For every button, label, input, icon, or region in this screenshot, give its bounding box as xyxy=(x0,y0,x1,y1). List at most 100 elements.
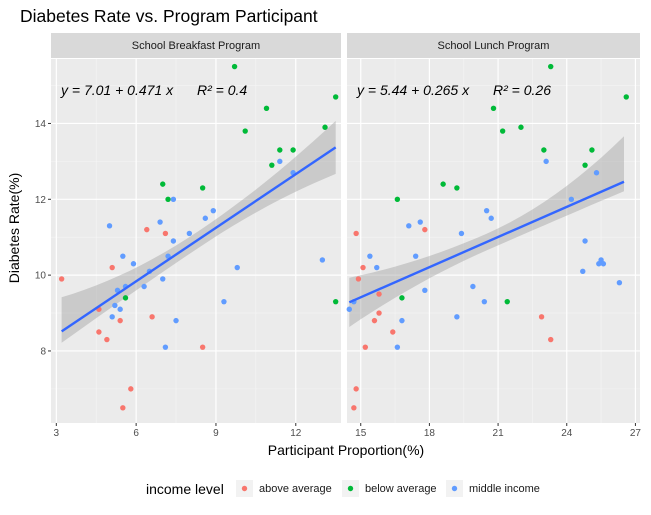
y-tick-label: 10 xyxy=(35,271,47,282)
point-below xyxy=(165,196,171,202)
point-above xyxy=(104,336,110,343)
point-middle xyxy=(406,223,412,229)
point-above xyxy=(58,276,65,282)
point-middle xyxy=(481,298,488,305)
point-middle xyxy=(202,215,209,221)
point-middle xyxy=(422,287,428,293)
legend-marker-middle xyxy=(451,485,458,492)
point-below xyxy=(263,105,270,111)
point-middle xyxy=(470,283,476,290)
point-middle xyxy=(165,253,171,259)
facet-strip xyxy=(347,33,640,58)
point-above xyxy=(353,230,359,237)
point-below xyxy=(242,128,248,134)
x-tick-label: 6 xyxy=(133,428,139,439)
point-below xyxy=(277,147,283,153)
x-axis-label: Participant Proportion(%) xyxy=(268,442,424,458)
point-below xyxy=(454,185,460,191)
panel-background xyxy=(347,59,640,423)
legend: income level above average below average m… xyxy=(146,480,540,497)
point-middle xyxy=(568,196,575,202)
point-middle xyxy=(417,219,423,225)
point-above xyxy=(355,276,362,282)
point-middle xyxy=(106,223,113,229)
x-tick-label: 15 xyxy=(355,428,367,439)
point-above xyxy=(162,230,169,237)
x-tick-label: 24 xyxy=(561,428,573,439)
point-below xyxy=(394,196,401,202)
point-below xyxy=(518,124,524,130)
point-middle xyxy=(593,170,600,176)
point-below xyxy=(332,94,339,100)
point-middle xyxy=(367,253,373,259)
point-middle xyxy=(234,264,240,271)
point-middle xyxy=(582,238,588,244)
legend-marker-below xyxy=(347,485,354,492)
panel-1: School Breakfast Program y = 7.01 + 0.471… xyxy=(51,33,341,439)
point-above xyxy=(390,329,396,335)
x-tick-label: 21 xyxy=(493,428,505,439)
point-middle xyxy=(173,317,179,324)
r-squared: R² = 0.26 xyxy=(493,82,551,98)
point-below xyxy=(541,147,547,153)
point-above xyxy=(353,386,359,392)
x-tick-label: 27 xyxy=(630,428,642,439)
r-squared: R² = 0.4 xyxy=(197,82,247,98)
regression-line xyxy=(348,180,625,304)
facet-strip xyxy=(51,33,341,58)
point-middle xyxy=(141,283,147,290)
point-above xyxy=(96,329,102,335)
point-middle xyxy=(394,344,401,350)
point-below xyxy=(269,162,275,168)
y-axis-label: Diabetes Rate(%) xyxy=(6,173,22,284)
point-above xyxy=(149,314,155,320)
point-below xyxy=(490,105,497,111)
point-above xyxy=(362,344,369,350)
point-above xyxy=(360,264,366,271)
point-above xyxy=(351,405,357,411)
y-tick-label: 12 xyxy=(35,195,47,206)
point-middle xyxy=(157,219,163,225)
point-middle xyxy=(543,158,549,165)
point-middle xyxy=(346,306,352,312)
point-above xyxy=(144,226,150,233)
y-tick-label: 8 xyxy=(40,346,46,357)
facet-strip-label: School Lunch Program xyxy=(438,40,550,52)
x-tick-label: 3 xyxy=(54,428,60,439)
point-middle xyxy=(109,314,115,320)
point-middle xyxy=(483,207,490,214)
legend-label: middle income xyxy=(469,483,540,495)
point-above xyxy=(117,317,123,324)
point-middle xyxy=(221,298,227,305)
point-middle xyxy=(112,302,118,309)
point-below xyxy=(199,185,206,191)
point-middle xyxy=(580,268,586,275)
point-middle xyxy=(210,207,216,214)
point-below xyxy=(623,94,629,100)
point-below xyxy=(499,128,506,134)
point-below xyxy=(440,181,446,187)
point-middle xyxy=(412,253,419,259)
point-below xyxy=(231,63,238,70)
point-below xyxy=(504,298,510,305)
y-axis: 8 10 12 14 xyxy=(35,119,51,357)
point-above xyxy=(538,314,545,320)
point-below xyxy=(322,124,328,130)
point-middle xyxy=(186,230,193,237)
point-middle xyxy=(616,280,623,286)
point-below xyxy=(122,295,129,301)
point-middle xyxy=(160,276,166,282)
point-above xyxy=(371,317,378,324)
point-below xyxy=(582,162,588,168)
point-middle xyxy=(170,196,177,202)
point-middle xyxy=(454,314,460,320)
point-above xyxy=(109,264,115,271)
legend-label: below average xyxy=(365,483,437,495)
legend-marker-above xyxy=(241,485,248,492)
y-tick-label: 14 xyxy=(35,119,47,130)
point-middle xyxy=(488,215,494,221)
point-middle xyxy=(130,261,137,267)
point-below xyxy=(548,63,554,70)
legend-title: income level xyxy=(146,481,224,497)
